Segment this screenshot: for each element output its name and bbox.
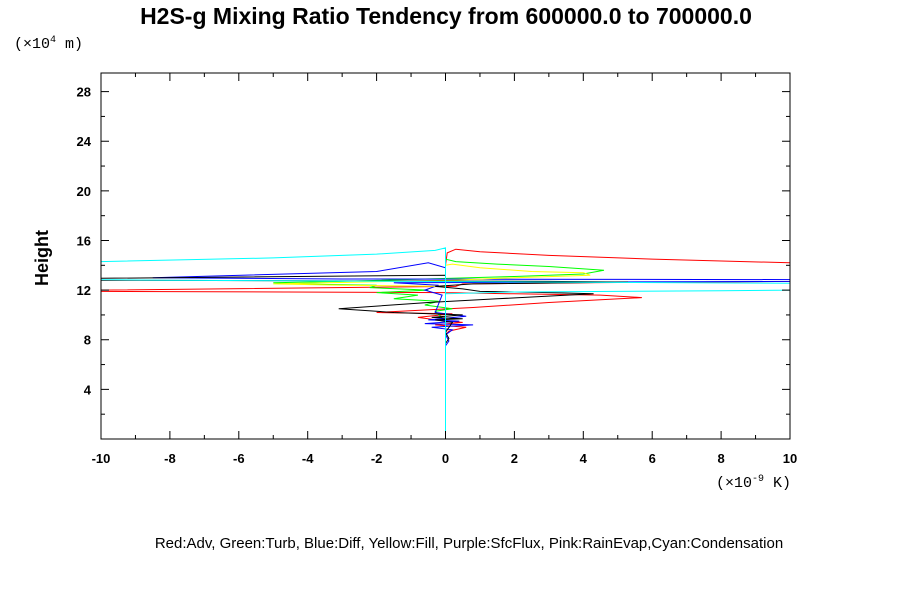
x-unit-label: (×10-9 K): [716, 474, 791, 492]
x-tick-label: -8: [164, 451, 176, 466]
y-tick-label: 20: [77, 184, 91, 199]
series-line-4: [101, 274, 629, 439]
plot-area: [100, 72, 791, 440]
x-tick-label: -6: [233, 451, 245, 466]
x-axis: -10 -8 -6 -4 -2 0 2 4 6 8 10: [92, 73, 797, 466]
y-tick-label: 28: [77, 85, 91, 100]
x-tick-label: -4: [302, 451, 314, 466]
x-tick-label: 4: [580, 451, 588, 466]
series-layer: [101, 247, 790, 439]
x-tick-label: 8: [717, 451, 724, 466]
x-tick-label: 2: [511, 451, 518, 466]
y-tick-label: 24: [77, 134, 92, 149]
x-tick-label: 6: [649, 451, 656, 466]
y-tick-label: 8: [84, 333, 91, 348]
y-axis: 4 8 12 16 20 24 28: [77, 85, 790, 415]
series-line-2: [152, 262, 790, 439]
x-tick-label: 0: [442, 451, 449, 466]
y-unit-label: (×104 m): [14, 35, 83, 53]
x-tick-label: -2: [371, 451, 383, 466]
y-axis-label: Height: [32, 230, 52, 286]
y-tick-label: 12: [77, 283, 91, 298]
series-line-5: [101, 247, 790, 439]
y-tick-label: 16: [77, 233, 91, 248]
y-tick-label: 4: [84, 382, 92, 397]
x-tick-label: -10: [92, 451, 111, 466]
chart-title: H2S-g Mixing Ratio Tendency from 600000.…: [140, 3, 752, 29]
x-tick-label: 10: [783, 451, 797, 466]
legend-text: Red:Adv, Green:Turb, Blue:Diff, Yellow:F…: [155, 535, 783, 552]
series-line-3: [273, 263, 591, 439]
